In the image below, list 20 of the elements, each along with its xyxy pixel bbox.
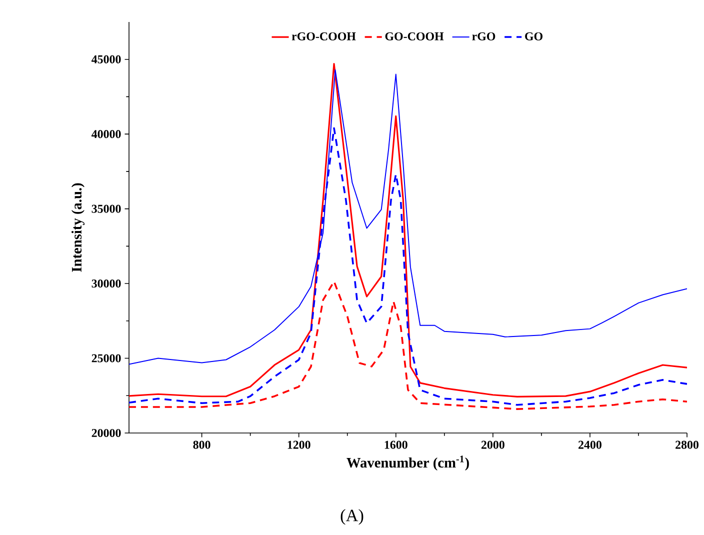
x-tick-label: 2000 bbox=[481, 440, 504, 449]
y-tick-label: 45000 bbox=[92, 55, 121, 64]
legend-label: rGO bbox=[472, 32, 496, 40]
y-axis-title: Intensity (a.u.) bbox=[71, 183, 85, 272]
legend-label: GO bbox=[525, 32, 542, 40]
text: (A) bbox=[340, 509, 364, 525]
x-tick-label: 1200 bbox=[288, 440, 310, 449]
y-tick-label: 25000 bbox=[92, 354, 121, 362]
x-tick-label: 2400 bbox=[578, 440, 602, 449]
legend-label: rGO-COOH bbox=[292, 32, 356, 40]
y-tick-label: 40000 bbox=[92, 130, 121, 138]
x-tick-label: 1600 bbox=[384, 440, 408, 449]
x-tick-label: 800 bbox=[193, 440, 210, 449]
legend-label: GO-COOH bbox=[385, 32, 444, 40]
y-tick-label: 20000 bbox=[92, 428, 121, 438]
x-axis-title: Wavenumber (cm$^{-1}$) bbox=[346, 456, 469, 470]
line-series bbox=[129, 280, 688, 410]
y-tick-label: 30000 bbox=[92, 279, 121, 288]
x-tick-label: 2800 bbox=[676, 440, 698, 449]
y-tick-label: 35000 bbox=[92, 204, 121, 213]
